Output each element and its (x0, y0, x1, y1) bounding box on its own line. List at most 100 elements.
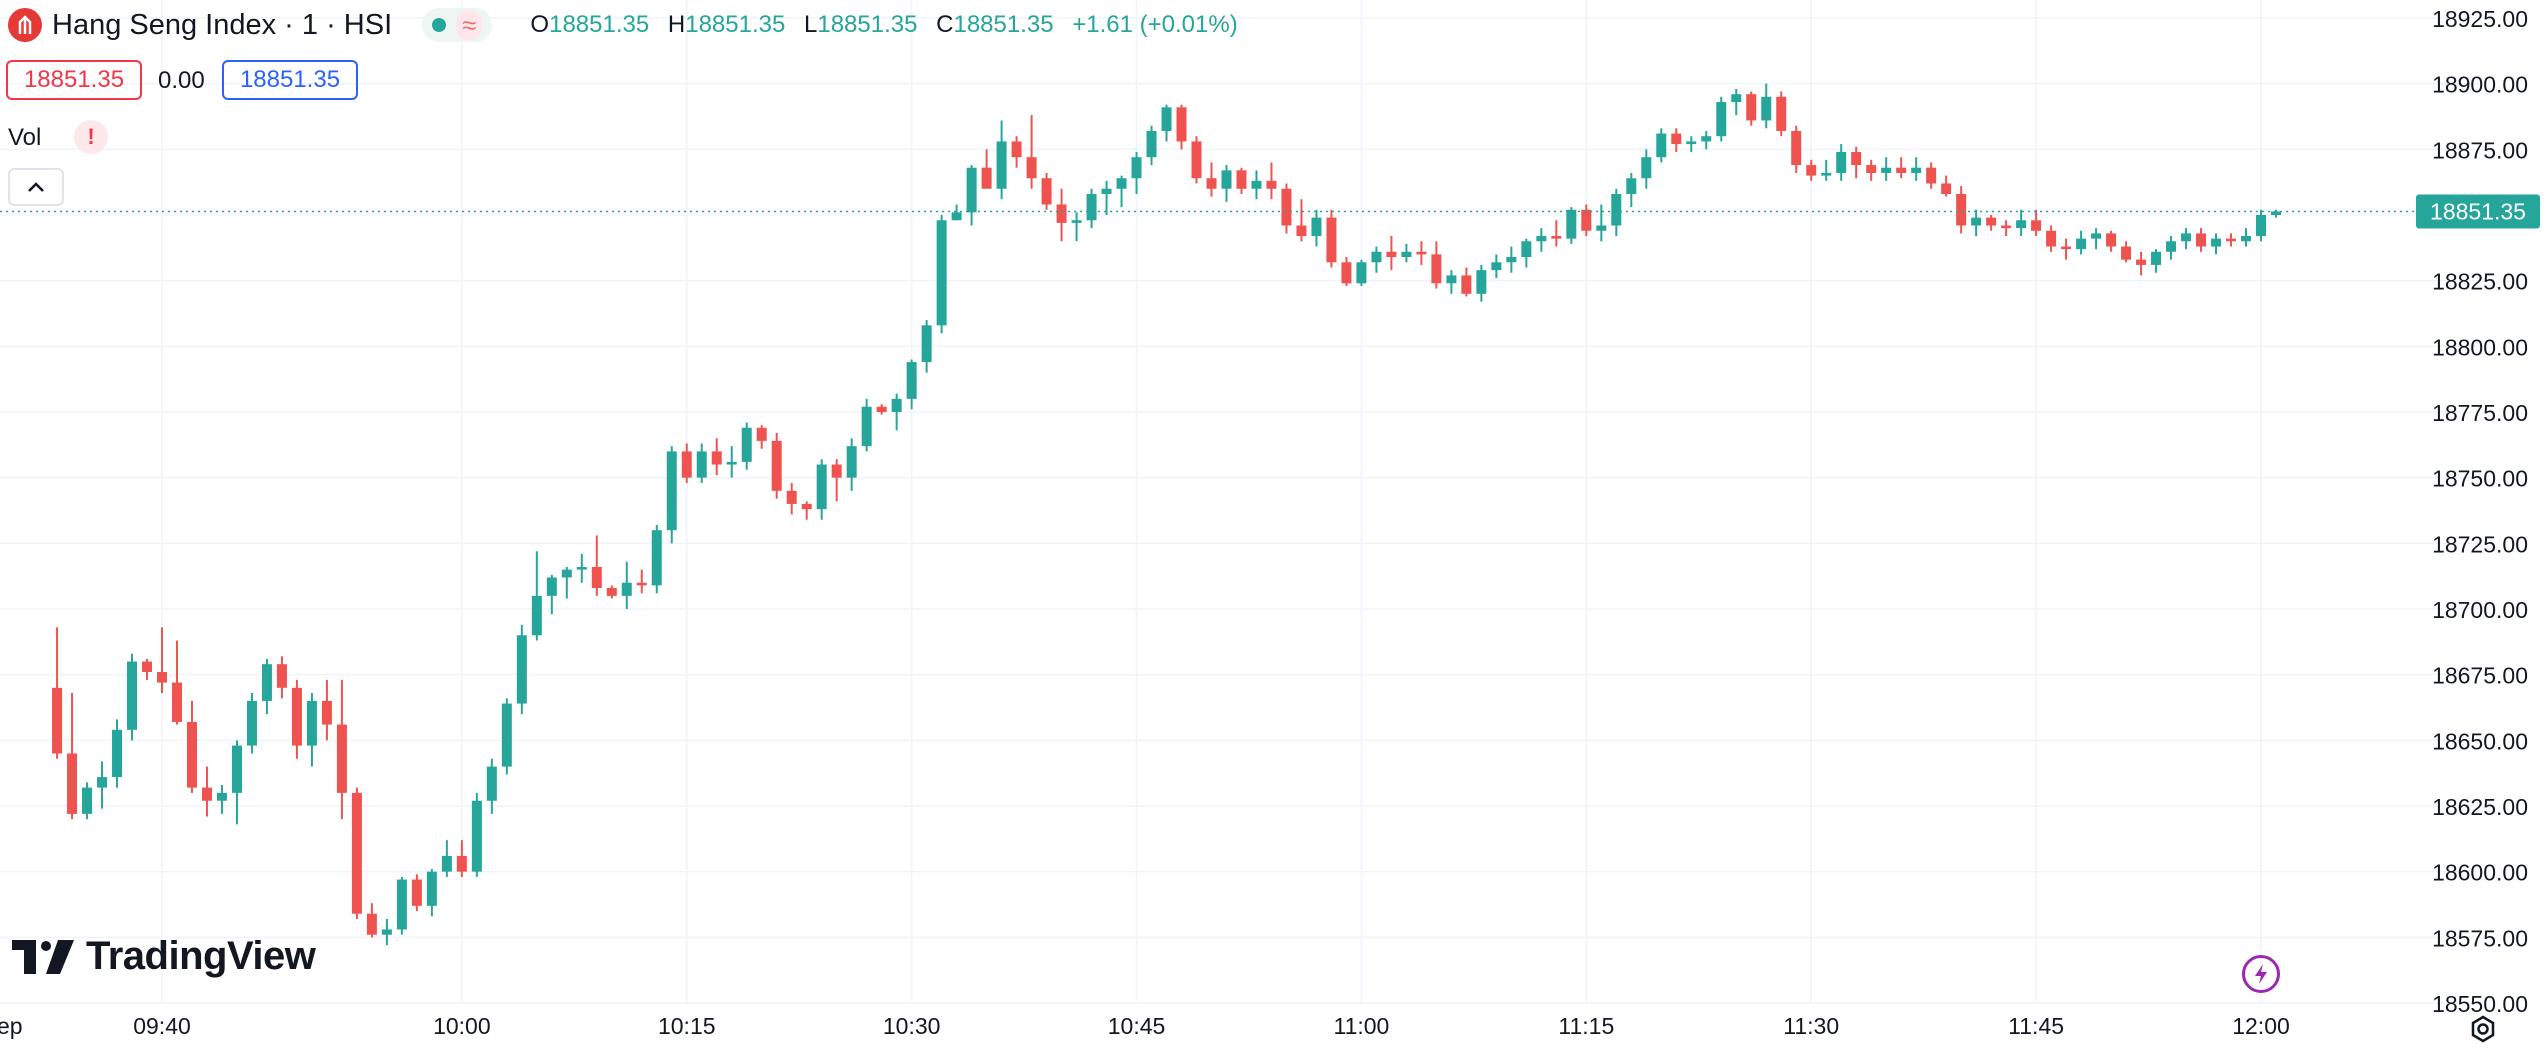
candle[interactable] (97, 761, 108, 809)
candle[interactable] (1701, 130, 1712, 150)
candle[interactable] (1401, 243, 1412, 263)
candle[interactable] (1866, 159, 1877, 181)
candle[interactable] (261, 658, 272, 715)
candle[interactable] (1191, 136, 1202, 184)
candle[interactable] (1851, 146, 1862, 179)
candle[interactable] (1911, 157, 1922, 181)
collapse-legend-button[interactable] (8, 168, 64, 206)
candle[interactable] (906, 359, 917, 410)
candle[interactable] (351, 787, 362, 919)
candle[interactable] (426, 869, 437, 917)
symbol-title[interactable]: Hang Seng Index · 1 · HSI (52, 8, 393, 41)
candle[interactable] (1041, 172, 1052, 210)
candle[interactable] (1596, 204, 1607, 242)
candle[interactable] (1131, 151, 1142, 194)
candle[interactable] (112, 719, 123, 788)
candle[interactable] (516, 624, 527, 715)
candle[interactable] (1506, 246, 1517, 273)
candle[interactable] (201, 766, 212, 817)
candle[interactable] (2046, 225, 2057, 252)
candle[interactable] (1341, 257, 1352, 286)
candle[interactable] (696, 443, 707, 483)
candle[interactable] (471, 792, 482, 877)
candle[interactable] (1521, 238, 1532, 268)
candle[interactable] (2031, 209, 2042, 237)
candle[interactable] (966, 165, 977, 226)
candle[interactable] (741, 422, 752, 470)
volume-label[interactable]: Vol (8, 124, 42, 151)
candle[interactable] (1746, 91, 1757, 126)
candle[interactable] (142, 658, 153, 680)
candle[interactable] (771, 433, 782, 499)
candle[interactable] (1146, 125, 1157, 166)
candle[interactable] (816, 459, 827, 520)
candle[interactable] (1311, 209, 1322, 247)
candle[interactable] (306, 693, 317, 767)
candle[interactable] (1626, 172, 1637, 208)
candle[interactable] (82, 782, 93, 820)
candle[interactable] (1446, 270, 1457, 294)
candle[interactable] (726, 446, 737, 478)
candle[interactable] (996, 120, 1007, 200)
candle[interactable] (891, 393, 902, 431)
candle[interactable] (1656, 128, 1667, 163)
candle[interactable] (157, 627, 167, 694)
candle[interactable] (1281, 183, 1292, 234)
candle[interactable] (2091, 228, 2102, 250)
candle[interactable] (1536, 228, 1547, 252)
candle[interactable] (1881, 157, 1892, 181)
candle[interactable] (2061, 238, 2072, 260)
candle[interactable] (801, 501, 812, 520)
candle[interactable] (321, 679, 332, 741)
candle[interactable] (381, 918, 392, 946)
candle[interactable] (127, 653, 138, 741)
candle[interactable] (2001, 220, 2012, 237)
buy-price-button[interactable]: 18851.35 (222, 60, 358, 100)
candle[interactable] (2016, 209, 2027, 237)
candle[interactable] (1566, 207, 1577, 244)
candle[interactable] (1686, 136, 1697, 152)
candle[interactable] (1266, 162, 1277, 200)
candle[interactable] (2241, 228, 2252, 247)
candle[interactable] (366, 903, 377, 938)
candle[interactable] (1296, 199, 1307, 242)
candle[interactable] (981, 149, 992, 189)
gear-icon[interactable] (2469, 1015, 2497, 1043)
candle[interactable] (336, 679, 347, 820)
candle[interactable] (456, 840, 467, 877)
candle[interactable] (246, 693, 257, 754)
candle[interactable] (1971, 209, 1982, 237)
candle[interactable] (2151, 249, 2162, 273)
candle[interactable] (786, 482, 797, 515)
candle[interactable] (1056, 188, 1067, 242)
candle[interactable] (171, 640, 182, 725)
candle[interactable] (2106, 230, 2117, 252)
candle[interactable] (1806, 159, 1817, 181)
candle[interactable] (2226, 233, 2237, 247)
candle[interactable] (1581, 204, 1592, 237)
candle[interactable] (1461, 267, 1472, 297)
candle[interactable] (1941, 175, 1952, 197)
candle[interactable] (67, 693, 78, 820)
tradingview-logo[interactable]: TradingView (12, 934, 316, 979)
candle[interactable] (1926, 162, 1937, 189)
candle[interactable] (231, 740, 242, 825)
candle[interactable] (186, 700, 197, 793)
candle[interactable] (1026, 115, 1037, 189)
candle[interactable] (546, 574, 557, 615)
candle[interactable] (681, 443, 692, 483)
candle[interactable] (1836, 144, 1847, 181)
candle[interactable] (1476, 264, 1487, 302)
candle[interactable] (1176, 104, 1187, 150)
candle[interactable] (441, 840, 452, 877)
price-axis[interactable]: 18925.0018900.0018875.0018850.0018825.00… (2416, 6, 2540, 1017)
candle[interactable] (2196, 228, 2207, 252)
candle[interactable] (921, 320, 932, 373)
candle[interactable] (831, 459, 842, 502)
market-status[interactable]: ≈ (422, 8, 493, 42)
candle[interactable] (1206, 162, 1217, 197)
candle[interactable] (52, 627, 63, 759)
sell-price-button[interactable]: 18851.35 (6, 60, 142, 100)
candle[interactable] (1791, 125, 1802, 173)
